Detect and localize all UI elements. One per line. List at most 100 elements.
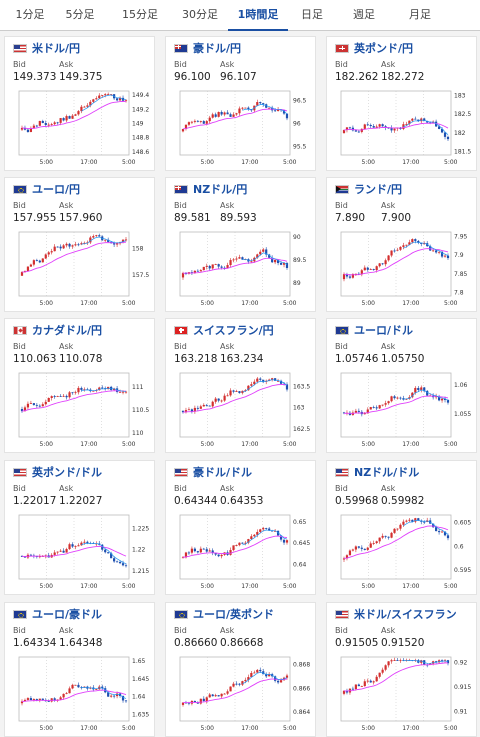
- price-chart[interactable]: 1.06 1.055 5:00 17:00 5:00: [330, 369, 475, 451]
- pair-card[interactable]: ランド/円 Bid Ask 7.890 7.900 7.95 7.9 7.85 7.8 5:00 1…: [326, 177, 477, 312]
- candle-body: [199, 270, 202, 272]
- candle-body: [426, 121, 429, 123]
- tab-8[interactable]: 月足: [409, 8, 431, 21]
- price-chart[interactable]: 96.5 96 95.5 5:00 17:00 5:00: [169, 87, 314, 169]
- candle-body: [68, 688, 71, 694]
- price-chart[interactable]: 111 110.5 110 5:00 17:00 5:00: [8, 369, 153, 451]
- pair-name-link[interactable]: 米ドル/円: [32, 42, 81, 55]
- pair-name-link[interactable]: ランド/円: [354, 183, 403, 196]
- candle-body: [65, 693, 68, 694]
- pair-name-link[interactable]: 豪ドル/円: [193, 42, 242, 55]
- us-flag-icon: [13, 43, 27, 53]
- y-tick-label: 1.22: [132, 547, 146, 554]
- candle-body: [59, 697, 62, 700]
- bid-value: 0.59968: [335, 495, 379, 507]
- tab-7[interactable]: 週足: [353, 8, 375, 21]
- candle-body: [390, 250, 393, 256]
- candle-body: [440, 398, 444, 401]
- price-chart[interactable]: 1.65 1.645 1.64 1.635 5:00 17:00 5:00: [8, 653, 153, 735]
- candle-body: [77, 244, 80, 246]
- candle-body: [181, 702, 185, 705]
- pair-card[interactable]: 豪ドル/ドル Bid Ask 0.64344 0.64353 0.65 0.645 0.64 5…: [165, 460, 316, 595]
- pair-name-link[interactable]: ユーロ/ドル: [354, 324, 414, 337]
- pair-card[interactable]: スイスフラン/円 Bid Ask 163.218 163.234 163.5 163 162.…: [165, 318, 316, 453]
- pair-name-link[interactable]: 英ポンド/ドル: [32, 466, 103, 479]
- pair-card[interactable]: NZドル/ドル Bid Ask 0.59968 0.59982 0.605 0.6 0.595…: [326, 460, 477, 595]
- price-chart[interactable]: 163.5 163 162.5 5:00 17:00 5:00: [169, 369, 314, 451]
- candle-body: [86, 541, 89, 543]
- pair-card[interactable]: ユーロ/豪ドル Bid Ask 1.64334 1.64348 1.65 1.645 1.64…: [4, 602, 155, 737]
- tab-4[interactable]: 30分足: [182, 8, 218, 21]
- candle-body: [226, 395, 229, 397]
- candle-body: [20, 127, 24, 130]
- price-chart[interactable]: 0.868 0.866 0.864 5:00 17:00 5:00: [169, 653, 314, 735]
- pair-card[interactable]: カナダドル/円 Bid Ask 110.063 110.078 111 110.5 110 5:…: [4, 318, 155, 453]
- y-tick-label: 7.85: [454, 271, 468, 278]
- y-tick-label: 163: [293, 405, 305, 412]
- pair-name-link[interactable]: 豪ドル/ドル: [193, 466, 253, 479]
- price-chart[interactable]: 0.92 0.915 0.91 5:00 17:00 5:00: [330, 653, 475, 735]
- y-tick-label: 162.5: [293, 426, 310, 433]
- tab-6[interactable]: 日足: [301, 8, 323, 21]
- x-tick-label: 5:00: [40, 300, 54, 307]
- tab-5[interactable]: 1時間足: [228, 0, 288, 31]
- x-tick-label: 17:00: [80, 159, 97, 166]
- pair-card[interactable]: 米ドル/円 Bid Ask 149.373 149.375 149.4 149.2 149 14…: [4, 36, 155, 171]
- tab-1[interactable]: 1分足: [15, 8, 45, 21]
- pair-card[interactable]: ユーロ/英ポンド Bid Ask 0.86660 0.86668 0.868 0.866 0.…: [165, 602, 316, 737]
- pair-card[interactable]: NZドル/円 Bid Ask 89.581 89.593 90 89.5 89 5:00 17:0…: [165, 177, 316, 312]
- pair-card[interactable]: 豪ドル/円 Bid Ask 96.100 96.107 96.5 96 95.5 5:00 17:…: [165, 36, 316, 171]
- candle-body: [83, 541, 86, 543]
- ask-label: Ask: [59, 626, 74, 635]
- pair-name-link[interactable]: 米ドル/スイスフラン: [354, 608, 457, 621]
- pair-card[interactable]: ユーロ/円 Bid Ask 157.955 157.960 158 157.5 5:00 17:…: [4, 177, 155, 312]
- price-chart[interactable]: 7.95 7.9 7.85 7.8 5:00 17:00 5:00: [330, 228, 475, 310]
- price-chart[interactable]: 0.65 0.645 0.64 5:00 17:00 5:00: [169, 511, 314, 593]
- tab-2[interactable]: 5分足: [65, 8, 95, 21]
- candle-body: [432, 523, 435, 528]
- candle-body: [253, 534, 256, 537]
- bid-value: 182.262: [335, 71, 379, 83]
- pair-card[interactable]: ユーロ/ドル Bid Ask 1.05746 1.05750 1.06 1.055 5:00 1…: [326, 318, 477, 453]
- pair-name-link[interactable]: ユーロ/豪ドル: [32, 608, 103, 621]
- candle-body: [211, 550, 214, 553]
- candle-body: [426, 390, 429, 396]
- pair-card[interactable]: 英ポンド/ドル Bid Ask 1.22017 1.22027 1.225 1.22 1.21…: [4, 460, 155, 595]
- pair-name-link[interactable]: ユーロ/英ポンド: [193, 608, 275, 621]
- candle-body: [351, 127, 355, 131]
- price-chart[interactable]: 1.225 1.22 1.215 5:00 17:00 5:00: [8, 511, 153, 593]
- candle-body: [351, 549, 355, 551]
- pair-name-link[interactable]: ユーロ/円: [32, 183, 81, 196]
- candle-body: [446, 255, 450, 259]
- tab-3[interactable]: 15分足: [122, 8, 158, 21]
- candle-body: [375, 676, 378, 682]
- candle-body: [285, 113, 289, 119]
- candle-body: [241, 542, 244, 544]
- pair-name-link[interactable]: スイスフラン/円: [193, 324, 274, 337]
- candle-body: [74, 392, 77, 394]
- candle-body: [268, 254, 271, 258]
- price-chart[interactable]: 0.605 0.6 0.595 5:00 17:00 5:00: [330, 511, 475, 593]
- ask-label: Ask: [220, 626, 235, 635]
- short-moving-average-line: [242, 252, 288, 265]
- eu-flag-icon: [13, 609, 27, 619]
- pair-header: ユーロ/英ポンド: [174, 607, 274, 621]
- us-flag-icon: [335, 609, 349, 619]
- candle-body: [276, 530, 280, 536]
- pair-name-link[interactable]: カナダドル/円: [32, 324, 103, 337]
- price-chart[interactable]: 149.4 149.2 149 148.8 148.6 5:00 17:00 5:00: [8, 87, 153, 169]
- nz-flag-icon: [174, 184, 188, 194]
- candle-body: [124, 700, 128, 702]
- candle-body: [417, 119, 420, 122]
- candle-body: [268, 528, 271, 531]
- pair-card[interactable]: 米ドル/スイスフラン Bid Ask 0.91505 0.91520 0.92 0.915 0…: [326, 602, 477, 737]
- price-chart[interactable]: 183 182.5 182 181.5 5:00 17:00 5:00: [330, 87, 475, 169]
- candle-body: [124, 239, 128, 241]
- price-chart[interactable]: 158 157.5 5:00 17:00 5:00: [8, 228, 153, 310]
- pair-name-link[interactable]: NZドル/ドル: [354, 466, 420, 479]
- pair-card[interactable]: 英ポンド/円 Bid Ask 182.262 182.272 183 182.5 182 181…: [326, 36, 477, 171]
- price-chart[interactable]: 90 89.5 89 5:00 17:00 5:00: [169, 228, 314, 310]
- pair-name-link[interactable]: NZドル/円: [193, 183, 248, 196]
- pair-name-link[interactable]: 英ポンド/円: [354, 42, 414, 55]
- x-tick-label: 5:00: [201, 725, 215, 732]
